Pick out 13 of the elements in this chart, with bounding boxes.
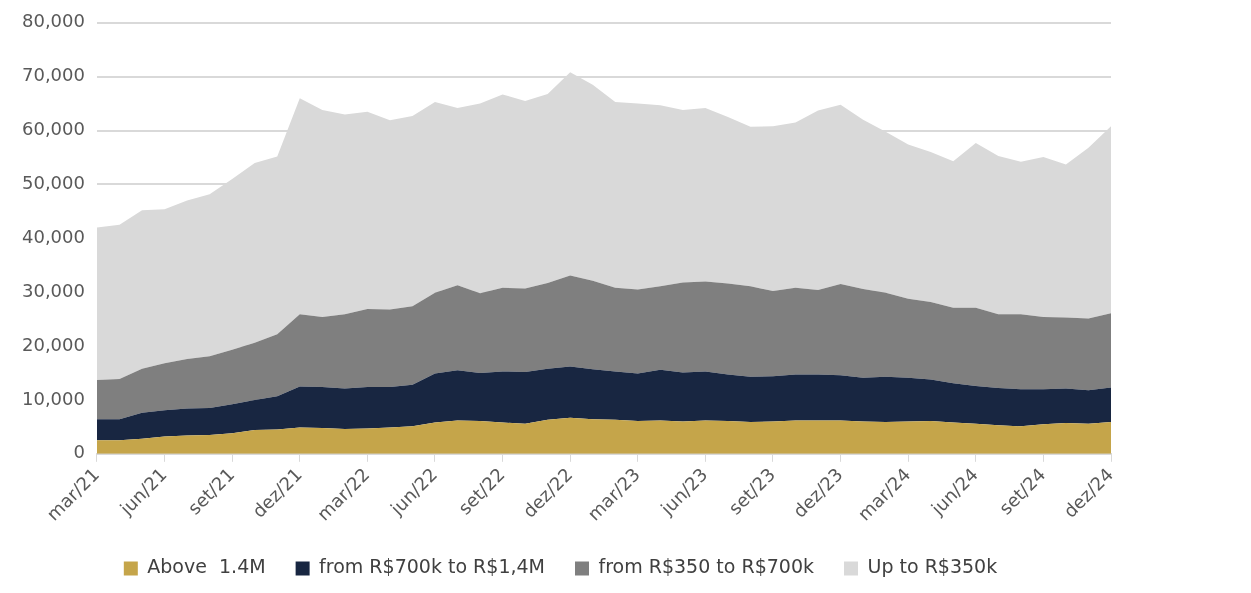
y-tick-label: 10,000	[22, 387, 85, 409]
legend-label: from R$700k to R$1,4M	[319, 555, 545, 578]
y-tick-label: 20,000	[22, 333, 85, 355]
y-tick-label: 50,000	[22, 172, 85, 194]
legend-label: Above 1.4M	[147, 555, 266, 578]
legend-label: Up to R$350k	[867, 555, 998, 578]
y-tick-label: 80,000	[22, 10, 85, 32]
y-tick-label: 60,000	[22, 118, 85, 140]
y-tick-label: 30,000	[22, 279, 85, 301]
y-tick-label: 0	[73, 441, 85, 463]
legend-label: from R$350 to R$700k	[598, 555, 815, 578]
y-tick-label: 40,000	[22, 225, 85, 247]
y-tick-label: 70,000	[22, 64, 85, 86]
